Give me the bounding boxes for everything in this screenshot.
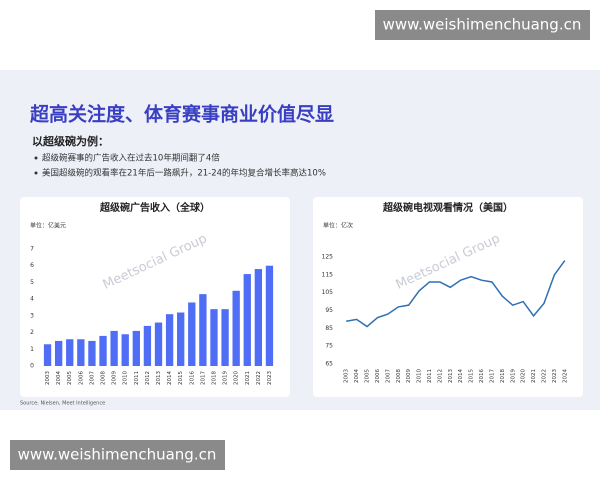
x-tick-label: 2006 xyxy=(375,369,381,383)
x-tick-label: 2015 xyxy=(178,371,184,385)
chart-card xyxy=(313,197,583,397)
x-tick-label: 2016 xyxy=(189,371,195,385)
x-tick-label: 2022 xyxy=(541,369,547,383)
bar xyxy=(54,340,63,366)
bullet-dot xyxy=(34,156,38,160)
x-tick-label: 2008 xyxy=(101,371,107,385)
y-tick-label: 95 xyxy=(325,307,333,314)
bar xyxy=(66,339,74,366)
bar xyxy=(154,322,163,366)
x-tick-label: 2012 xyxy=(437,369,443,383)
unit-label: 单位：亿次 xyxy=(323,222,353,230)
x-tick-label: 2021 xyxy=(245,371,251,385)
x-tick-label: 2023 xyxy=(552,369,558,383)
x-tick-label: 2014 xyxy=(167,371,173,385)
y-tick-label: 65 xyxy=(325,361,333,368)
x-tick-label: 2005 xyxy=(67,371,73,385)
bar xyxy=(254,269,263,366)
x-tick-label: 2009 xyxy=(112,371,118,385)
bar xyxy=(110,330,118,366)
chart-title: 超级碗电视观看情况（美国） xyxy=(382,201,513,214)
chart-title: 超级碗广告收入（全球） xyxy=(99,201,210,214)
y-tick-label: 0 xyxy=(30,363,34,370)
y-tick-label: 75 xyxy=(325,343,333,350)
y-tick-label: 85 xyxy=(325,325,333,332)
bar xyxy=(199,294,207,366)
x-tick-label: 2006 xyxy=(78,371,84,385)
y-tick-label: 3 xyxy=(30,312,34,319)
bullet-dot xyxy=(34,171,38,175)
unit-label: 单位：亿美元 xyxy=(30,222,66,230)
bar xyxy=(143,325,152,366)
x-tick-label: 2011 xyxy=(134,371,140,385)
y-tick-label: 1 xyxy=(30,346,34,353)
x-tick-label: 2021 xyxy=(531,369,537,383)
y-tick-label: 6 xyxy=(30,262,34,269)
x-tick-label: 2024 xyxy=(562,369,568,383)
x-tick-label: 2013 xyxy=(156,371,162,385)
x-tick-label: 2019 xyxy=(223,371,229,385)
x-tick-label: 2023 xyxy=(267,371,273,385)
y-tick-label: 4 xyxy=(30,296,34,303)
y-tick-label: 115 xyxy=(322,271,334,278)
bar xyxy=(177,312,185,366)
y-tick-label: 105 xyxy=(322,289,334,296)
x-tick-label: 2008 xyxy=(396,369,402,383)
line xyxy=(346,260,566,328)
watermark-box xyxy=(10,440,225,470)
x-tick-label: 2019 xyxy=(510,369,516,383)
bar xyxy=(99,335,107,366)
bar xyxy=(210,309,218,366)
y-tick-label: 7 xyxy=(30,246,34,253)
site-watermark: www.weishimenchuang.cn xyxy=(383,16,582,34)
x-tick-label: 2009 xyxy=(406,369,412,383)
watermark-box xyxy=(375,10,590,40)
bar xyxy=(132,330,140,366)
x-tick-label: 2007 xyxy=(89,371,95,385)
site-watermark: www.weishimenchuang.cn xyxy=(18,446,217,464)
bar xyxy=(43,344,52,366)
x-tick-label: 2007 xyxy=(385,369,391,383)
bar xyxy=(77,339,85,366)
bar xyxy=(88,340,96,366)
x-tick-label: 2003 xyxy=(344,369,350,383)
x-tick-label: 2013 xyxy=(448,369,454,383)
x-tick-label: 2017 xyxy=(489,369,495,383)
bar xyxy=(121,334,129,366)
x-tick-label: 2004 xyxy=(354,369,360,383)
x-tick-label: 2010 xyxy=(417,369,423,383)
bar xyxy=(188,302,196,366)
slide-title: 超高关注度、体育赛事商业价值尽显 xyxy=(29,103,334,126)
x-tick-label: 2011 xyxy=(427,369,433,383)
y-tick-label: 2 xyxy=(30,329,34,336)
x-tick-label: 2003 xyxy=(45,371,51,385)
x-tick-label: 2004 xyxy=(56,371,62,385)
x-tick-label: 2015 xyxy=(469,369,475,383)
bullet: 美国超级碗的观看率在21年后一路飙升，21-24的年均复合增长率高达10% xyxy=(42,168,326,179)
y-tick-label: 5 xyxy=(30,279,34,286)
source: Source: Nielsen, Meet Intelligence xyxy=(20,401,105,407)
x-tick-label: 2005 xyxy=(365,369,371,383)
x-tick-label: 2018 xyxy=(211,371,217,385)
x-tick-label: 2020 xyxy=(234,371,240,385)
bar xyxy=(165,314,174,366)
y-tick-label: 125 xyxy=(322,254,334,261)
x-tick-label: 2018 xyxy=(500,369,506,383)
x-tick-label: 2016 xyxy=(479,369,485,383)
slide-subtitle: 以超级碗为例： xyxy=(32,134,109,148)
x-tick-label: 2014 xyxy=(458,369,464,383)
bar xyxy=(265,265,274,366)
bullet: 超级碗赛事的广告收入在过去10年期间翻了4倍 xyxy=(42,153,220,164)
x-tick-label: 2020 xyxy=(521,369,527,383)
x-tick-label: 2017 xyxy=(200,371,206,385)
bar xyxy=(243,274,251,366)
x-tick-label: 2010 xyxy=(123,371,129,385)
bar xyxy=(221,309,229,366)
bar xyxy=(232,290,240,366)
x-tick-label: 2022 xyxy=(256,371,262,385)
x-tick-label: 2012 xyxy=(145,371,151,385)
